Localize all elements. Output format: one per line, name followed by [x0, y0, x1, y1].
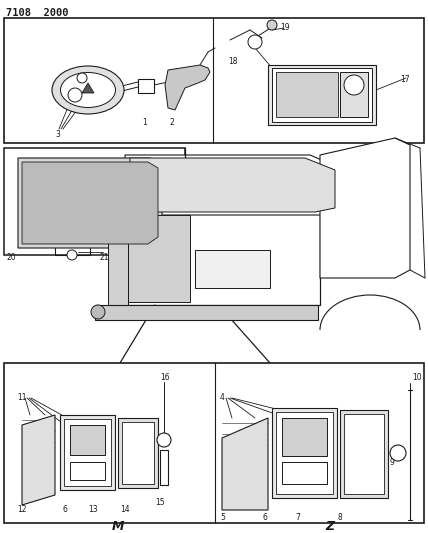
Circle shape — [248, 35, 262, 49]
Text: 3: 3 — [55, 130, 60, 139]
Text: 7: 7 — [295, 513, 300, 522]
Text: 10: 10 — [412, 373, 422, 382]
Text: 21: 21 — [100, 253, 110, 262]
Text: 19: 19 — [280, 23, 290, 32]
Bar — [160, 450, 168, 485]
Text: 6: 6 — [63, 505, 68, 514]
Polygon shape — [82, 83, 94, 93]
Bar — [70, 425, 105, 455]
Bar — [276, 412, 333, 494]
Text: 11: 11 — [17, 393, 27, 402]
Circle shape — [344, 75, 364, 95]
Circle shape — [91, 305, 105, 319]
Text: 2: 2 — [170, 118, 175, 127]
Text: 6: 6 — [263, 513, 268, 522]
Text: 18: 18 — [228, 57, 238, 66]
Bar — [4, 148, 185, 255]
Bar — [272, 408, 337, 498]
Bar — [276, 72, 338, 117]
Text: 16: 16 — [160, 373, 169, 382]
Polygon shape — [130, 158, 335, 212]
Text: Z: Z — [325, 520, 335, 533]
Circle shape — [157, 433, 171, 447]
Text: 7108  2000: 7108 2000 — [6, 8, 68, 18]
Polygon shape — [320, 138, 410, 278]
Ellipse shape — [52, 66, 124, 114]
Bar — [282, 462, 327, 484]
Text: 8: 8 — [338, 513, 343, 522]
Polygon shape — [165, 65, 210, 110]
Bar — [138, 79, 154, 93]
Ellipse shape — [60, 72, 116, 108]
Bar — [70, 462, 105, 480]
Circle shape — [67, 250, 77, 260]
Bar — [60, 415, 115, 490]
Polygon shape — [22, 162, 158, 244]
Text: 12: 12 — [17, 505, 27, 514]
Text: 4: 4 — [220, 393, 225, 402]
Bar — [4, 363, 424, 523]
Polygon shape — [18, 158, 162, 248]
Polygon shape — [222, 418, 268, 510]
Polygon shape — [128, 215, 190, 302]
Bar — [64, 419, 111, 486]
Polygon shape — [95, 305, 318, 320]
Text: 17: 17 — [400, 75, 410, 84]
Bar — [340, 410, 388, 498]
Text: 9: 9 — [390, 458, 395, 467]
Bar — [272, 68, 372, 122]
Text: 5: 5 — [220, 513, 225, 522]
Bar — [118, 418, 158, 488]
Circle shape — [267, 20, 277, 30]
Bar — [195, 250, 270, 288]
Text: 15: 15 — [155, 498, 165, 507]
Text: 13: 13 — [88, 505, 98, 514]
Circle shape — [390, 445, 406, 461]
Bar — [344, 414, 384, 494]
Text: M: M — [112, 520, 124, 533]
Bar — [340, 72, 368, 117]
Text: 14: 14 — [120, 505, 130, 514]
Polygon shape — [108, 210, 128, 305]
Text: 1: 1 — [142, 118, 147, 127]
Bar — [4, 18, 424, 143]
Bar — [125, 205, 320, 305]
Polygon shape — [22, 415, 55, 505]
Bar — [268, 65, 376, 125]
Polygon shape — [125, 155, 340, 215]
Bar — [122, 422, 154, 484]
Text: 20: 20 — [7, 253, 17, 262]
Circle shape — [77, 73, 87, 83]
Bar — [282, 418, 327, 456]
Circle shape — [68, 88, 82, 102]
